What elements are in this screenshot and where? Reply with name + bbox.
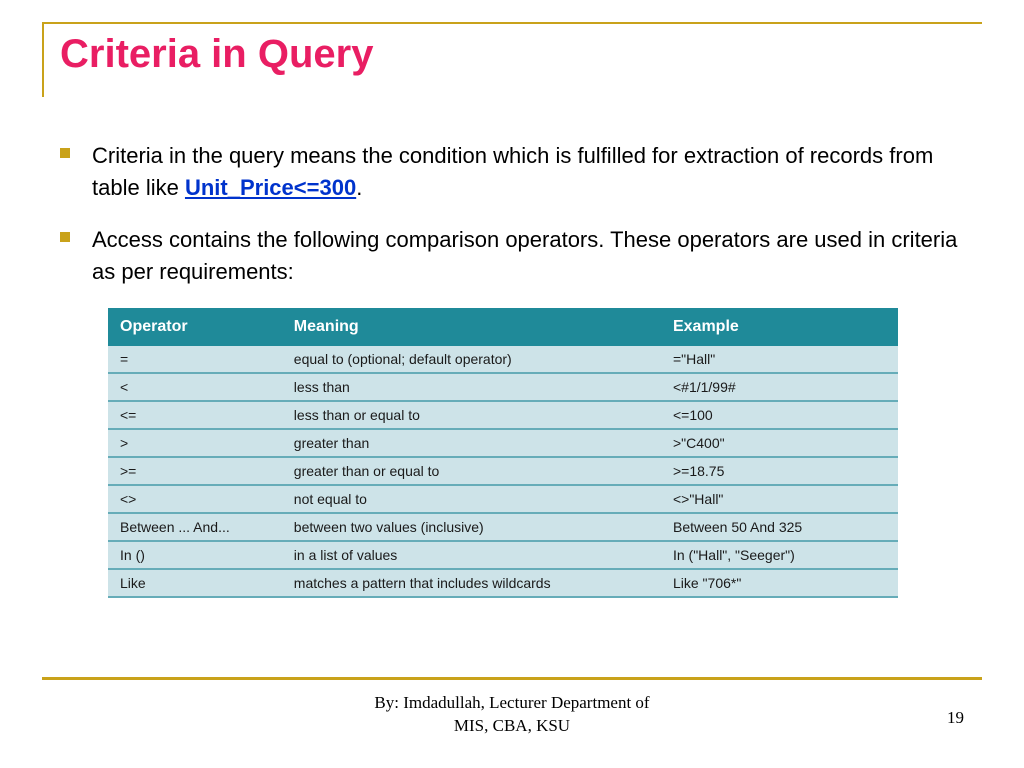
table-cell: in a list of values [282, 541, 661, 569]
table-cell: = [108, 345, 282, 373]
list-item: Access contains the following comparison… [60, 224, 974, 288]
table-cell: Between 50 And 325 [661, 513, 898, 541]
table-header-row: Operator Meaning Example [108, 308, 898, 345]
bullet-prefix: Access contains the following comparison… [92, 227, 957, 284]
col-example: Example [661, 308, 898, 345]
table-cell: <>"Hall" [661, 485, 898, 513]
slide-title: Criteria in Query [60, 32, 373, 77]
table-row: <>not equal to<>"Hall" [108, 485, 898, 513]
table-row: <=less than or equal to<=100 [108, 401, 898, 429]
table: Operator Meaning Example =equal to (opti… [108, 308, 898, 598]
table-row: Between ... And...between two values (in… [108, 513, 898, 541]
bullet-text: Criteria in the query means the conditio… [92, 140, 974, 204]
table-cell: greater than or equal to [282, 457, 661, 485]
bullet-text: Access contains the following comparison… [92, 224, 974, 288]
table-cell: matches a pattern that includes wildcard… [282, 569, 661, 597]
bullet-suffix: . [356, 175, 362, 200]
bullet-icon [60, 148, 70, 158]
footer-line2: MIS, CBA, KSU [454, 716, 570, 735]
table-body: =equal to (optional; default operator)="… [108, 345, 898, 597]
table-row: In ()in a list of valuesIn ("Hall", "See… [108, 541, 898, 569]
left-rule [42, 22, 44, 97]
table-cell: between two values (inclusive) [282, 513, 661, 541]
table-cell: not equal to [282, 485, 661, 513]
bullet-list: Criteria in the query means the conditio… [60, 140, 974, 308]
col-meaning: Meaning [282, 308, 661, 345]
table-row: =equal to (optional; default operator)="… [108, 345, 898, 373]
bullet-emphasis: Unit_Price<=300 [185, 175, 356, 200]
table-cell: < [108, 373, 282, 401]
table-cell: > [108, 429, 282, 457]
table-cell: equal to (optional; default operator) [282, 345, 661, 373]
table-row: >=greater than or equal to>=18.75 [108, 457, 898, 485]
table-cell: greater than [282, 429, 661, 457]
table-cell: >"C400" [661, 429, 898, 457]
bullet-icon [60, 232, 70, 242]
table-row: >greater than>"C400" [108, 429, 898, 457]
footer-credit: By: Imdadullah, Lecturer Department of M… [0, 692, 1024, 738]
table-cell: less than [282, 373, 661, 401]
page-number: 19 [947, 708, 964, 728]
table-cell: In () [108, 541, 282, 569]
table-row: Likematches a pattern that includes wild… [108, 569, 898, 597]
top-rule [42, 22, 982, 24]
table-cell: ="Hall" [661, 345, 898, 373]
list-item: Criteria in the query means the conditio… [60, 140, 974, 204]
table-cell: >= [108, 457, 282, 485]
table-cell: >=18.75 [661, 457, 898, 485]
table-cell: <=100 [661, 401, 898, 429]
table-cell: <#1/1/99# [661, 373, 898, 401]
col-operator: Operator [108, 308, 282, 345]
footer-line1: By: Imdadullah, Lecturer Department of [374, 693, 649, 712]
table-cell: less than or equal to [282, 401, 661, 429]
table-cell: Like [108, 569, 282, 597]
table-cell: Between ... And... [108, 513, 282, 541]
footer-rule [42, 677, 982, 680]
table-cell: <> [108, 485, 282, 513]
table-cell: In ("Hall", "Seeger") [661, 541, 898, 569]
table-row: <less than<#1/1/99# [108, 373, 898, 401]
operators-table: Operator Meaning Example =equal to (opti… [108, 308, 898, 598]
table-cell: <= [108, 401, 282, 429]
table-cell: Like "706*" [661, 569, 898, 597]
